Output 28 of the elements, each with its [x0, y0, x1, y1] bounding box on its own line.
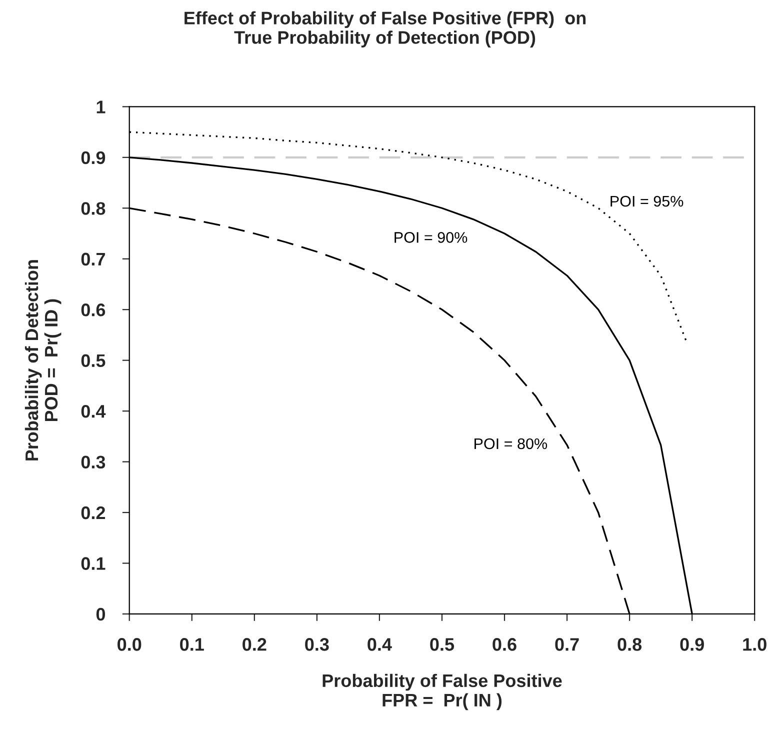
y-tick-label: 0.4 — [81, 404, 106, 418]
x-tick-label: 0.8 — [618, 638, 642, 651]
x-axis-title: Probability of False Positive FPR = Pr( IN ) — [322, 674, 562, 710]
x-tick-label: 0.0 — [118, 638, 142, 651]
y-tick-label: 0.8 — [81, 202, 106, 215]
x-tick-label: 0.4 — [368, 638, 392, 651]
chart-title: Effect of Probability of False Positive (FPR) on True Probability of Detection (POD) — [184, 11, 586, 48]
y-tick-label: 0.2 — [81, 506, 106, 520]
y-axis-title: Probability of Detection POD = Pr( ID ) — [24, 260, 62, 460]
x-tick-label: 1.0 — [743, 638, 766, 651]
series-label: POI = 80% — [474, 438, 548, 450]
series-label: POI = 90% — [394, 232, 468, 243]
x-tick-label: 0.7 — [555, 638, 579, 651]
y-tick-label: 0.7 — [81, 252, 105, 266]
x-tick-label: 0.9 — [680, 638, 704, 651]
x-tick-label: 0.3 — [305, 638, 329, 651]
y-tick-label: 0 — [96, 608, 106, 621]
series-label: POI = 95% — [610, 196, 684, 207]
y-tick-label: 0.6 — [81, 304, 106, 316]
x-tick-label: 0.2 — [242, 638, 266, 651]
y-tick-label: 0.9 — [81, 151, 106, 164]
y-tick-label: 0.5 — [81, 354, 106, 368]
y-tick-label: 0.1 — [81, 557, 106, 570]
x-tick-label: 0.6 — [492, 638, 516, 651]
y-tick-label: 0.3 — [81, 456, 106, 469]
x-tick-label: 0.5 — [430, 638, 454, 651]
x-tick-label: 0.1 — [180, 638, 204, 651]
y-tick-label: 1 — [96, 100, 106, 114]
